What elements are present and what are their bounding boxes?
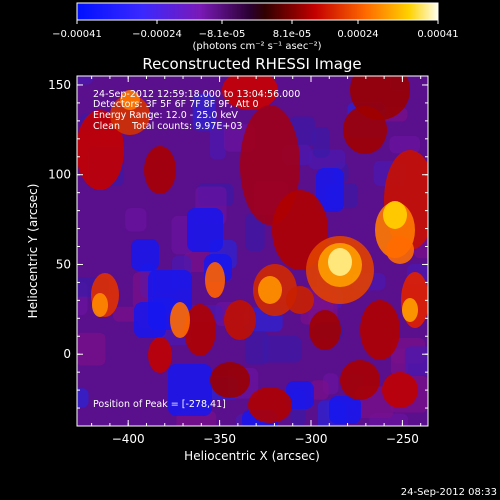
colorbar-tick-label: −0.00041: [52, 29, 102, 40]
y-axis: 0 50 100 150: [48, 78, 428, 409]
colorbar-ticks: −0.00041 −0.00024 −8.1e-05 8.1e-05 0.00024 0.…: [52, 20, 459, 40]
colorbar-tick-label: −8.1e-05: [199, 29, 246, 40]
y-tick-label: 100: [48, 168, 71, 182]
x-tick-label: −350: [203, 432, 236, 446]
peak-position-label: Position of Peak = [-278,41]: [93, 399, 226, 410]
x-axis-label: Heliocentric X (arcsec): [184, 449, 320, 463]
y-tick-label: 0: [63, 347, 71, 361]
annotation-time: 24-Sep-2012 12:59:18.000 to 13:04:56.000: [93, 89, 300, 100]
y-tick-label: 50: [56, 257, 71, 271]
y-axis-label: Heliocentric Y (arcsec): [26, 184, 40, 319]
footer-timestamp: 24-Sep-2012 08:33: [401, 487, 497, 498]
colorbar: [76, 2, 439, 21]
colorbar-tick-label: 0.00041: [417, 29, 458, 40]
annotation-detectors: Detectors: 3F 5F 6F 7F 8F 9F, Att 0: [93, 99, 259, 110]
colorbar-tick-label: 8.1e-05: [273, 29, 311, 40]
heatmap-image: [77, 76, 428, 426]
chart-title: Reconstructed RHESSI Image: [142, 55, 361, 73]
x-tick-label: −400: [112, 432, 145, 446]
x-axis: −400 −350 −300 −250: [91, 76, 422, 446]
annotation-counts: Clean Total counts: 9.97E+03: [93, 121, 242, 132]
colorbar-unit: (photons cm⁻² s⁻¹ asec⁻²): [192, 41, 321, 52]
plot-frame: [76, 75, 429, 427]
colorbar-tick-label: 0.00024: [337, 29, 378, 40]
annotation-energy: Energy Range: 12.0 - 25.0 keV: [93, 110, 238, 121]
x-tick-label: −250: [386, 432, 419, 446]
colorbar-tick-label: −0.00024: [132, 29, 182, 40]
y-tick-label: 150: [48, 78, 71, 92]
x-tick-label: −300: [295, 432, 328, 446]
